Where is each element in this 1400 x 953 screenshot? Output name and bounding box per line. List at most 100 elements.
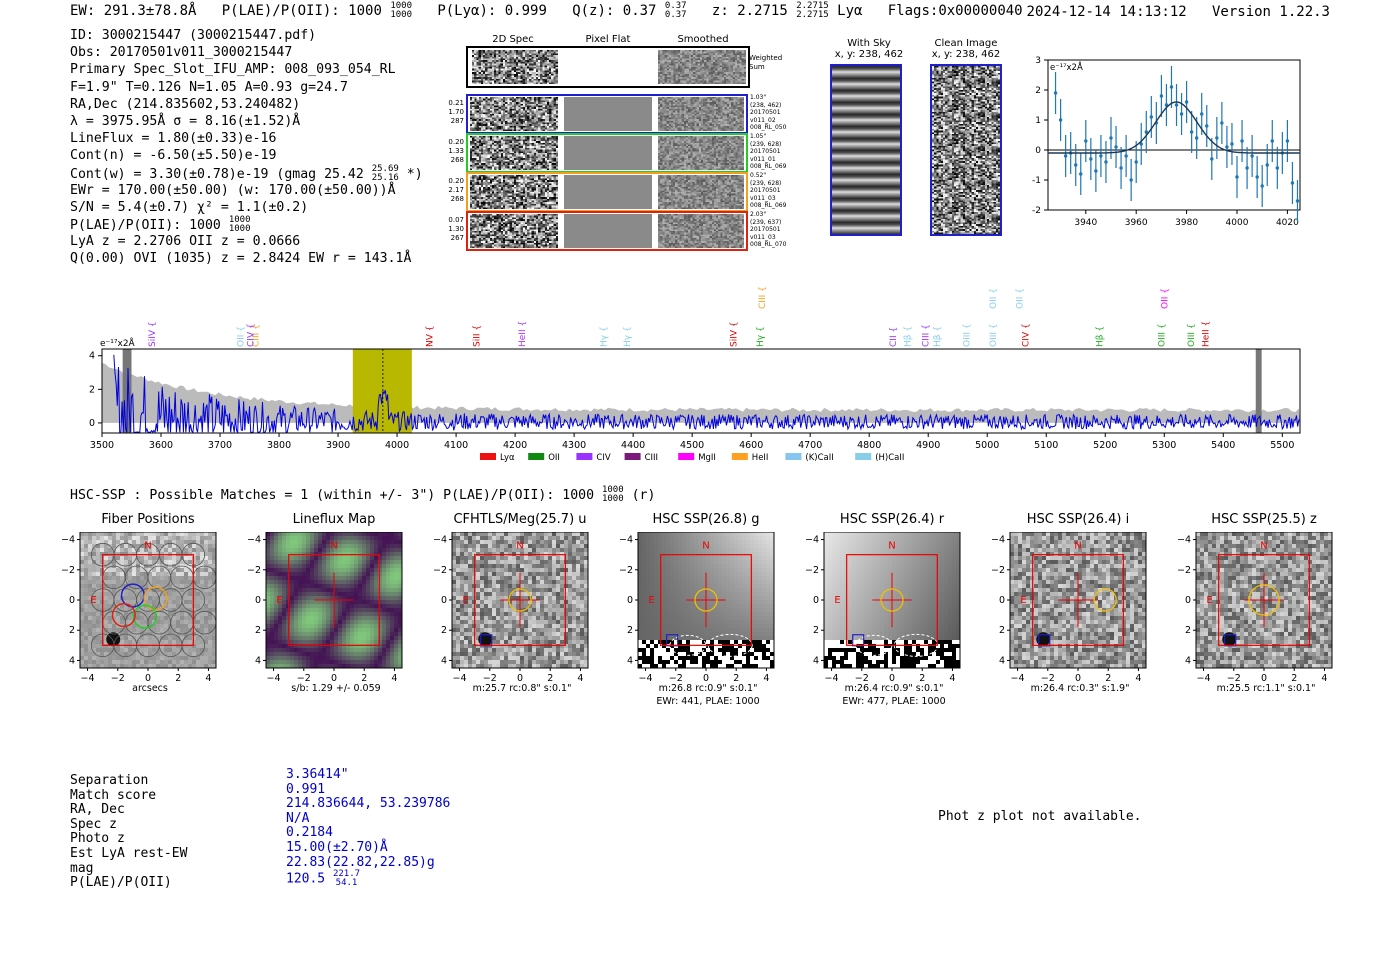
image-pixel (528, 568, 533, 573)
image-pixel (204, 540, 209, 545)
image-pixel (460, 532, 465, 537)
lineflux-pixel (274, 560, 279, 565)
image-pixel (180, 544, 185, 549)
image-pixel (144, 580, 149, 585)
image-pixel (734, 540, 739, 545)
lineflux-pixel (350, 536, 355, 541)
image-pixel (148, 636, 153, 641)
lineflux-pixel (298, 620, 303, 625)
image-pixel (164, 604, 169, 609)
lineflux-pixel (270, 612, 275, 617)
image-pixel (568, 568, 573, 573)
image-pixel (152, 544, 157, 549)
image-pixel (666, 628, 671, 633)
image-pixel (706, 536, 711, 541)
image-pixel (476, 632, 481, 637)
image-pixel (552, 644, 557, 649)
image-pixel (476, 612, 481, 617)
lineflux-pixel (350, 572, 355, 577)
image-pixel (646, 584, 651, 589)
lineflux-pixel (370, 600, 375, 605)
info-id: ID: 3000215447 (3000215447.pdf) (70, 28, 317, 43)
image-pixel (670, 564, 675, 569)
lineflux-pixel (358, 608, 363, 613)
lineflux-pixel (318, 592, 323, 597)
image-pixel (654, 640, 659, 645)
image-pixel (722, 576, 727, 581)
image-pixel (148, 532, 153, 537)
image-pixel (690, 608, 695, 613)
image-pixel (476, 544, 481, 549)
image-pixel (132, 556, 137, 561)
image-pixel (88, 592, 93, 597)
image-pixel (160, 540, 165, 545)
image-pixel (560, 604, 565, 609)
image-pixel (464, 664, 469, 669)
lineflux-pixel (398, 628, 403, 633)
image-pixel (584, 604, 589, 609)
legend-label: CIV (596, 453, 610, 463)
image-pixel (690, 644, 695, 649)
image-pixel (184, 584, 189, 589)
lineflux-pixel (394, 600, 399, 605)
image-pixel (532, 604, 537, 609)
emission-line-label: NV { (426, 326, 436, 347)
image-pixel (666, 568, 671, 573)
image-pixel (128, 632, 133, 637)
image-pixel (104, 580, 109, 585)
image-pixel (576, 584, 581, 589)
image-pixel (540, 564, 545, 569)
image-pixel (654, 548, 659, 553)
image-pixel (536, 572, 541, 577)
image-pixel (88, 612, 93, 617)
image-pixel (766, 536, 771, 541)
image-pixel (642, 532, 647, 537)
image-pixel (208, 580, 213, 585)
image-pixel (136, 648, 141, 653)
lineflux-pixel (374, 532, 379, 537)
image-pixel (132, 544, 137, 549)
lineflux-pixel (346, 656, 351, 661)
image-pixel (722, 544, 727, 549)
image-pixel (564, 644, 569, 649)
image-pixel (120, 640, 125, 645)
image-pixel (678, 628, 683, 633)
image-pixel (112, 612, 117, 617)
lineflux-pixel (294, 612, 299, 617)
image-pixel (654, 656, 659, 661)
lineflux-pixel (386, 632, 391, 637)
image-pixel (686, 560, 691, 565)
image-pixel (120, 604, 125, 609)
image-pixel (746, 656, 751, 661)
lineflux-pixel (338, 660, 343, 665)
image-pixel (204, 556, 209, 561)
image-pixel (168, 664, 173, 669)
image-pixel (192, 628, 197, 633)
lineflux-pixel (334, 556, 339, 561)
lineflux-pixel (362, 628, 367, 633)
image-pixel (758, 636, 763, 641)
image-pixel (718, 640, 723, 645)
image-pixel (674, 640, 679, 645)
image-pixel (92, 656, 97, 661)
weighted-sum-panel (466, 46, 750, 88)
image-pixel (184, 572, 189, 577)
image-pixel (572, 620, 577, 625)
lineflux-pixel (350, 652, 355, 657)
lineflux-pixel (370, 608, 375, 613)
image-pixel (492, 644, 497, 649)
image-pixel (456, 648, 461, 653)
lineflux-pixel (338, 636, 343, 641)
image-pixel (84, 532, 89, 537)
cutout-meta-line: (239, 628) (750, 140, 782, 148)
image-pixel (168, 588, 173, 593)
image-pixel (484, 536, 489, 541)
image-pixel (702, 548, 707, 553)
image-pixel (88, 660, 93, 665)
image-pixel (132, 540, 137, 545)
image-pixel (188, 588, 193, 593)
image-pixel (172, 564, 177, 569)
image-pixel (492, 580, 497, 585)
lineflux-pixel (302, 572, 307, 577)
image-pixel (152, 636, 157, 641)
